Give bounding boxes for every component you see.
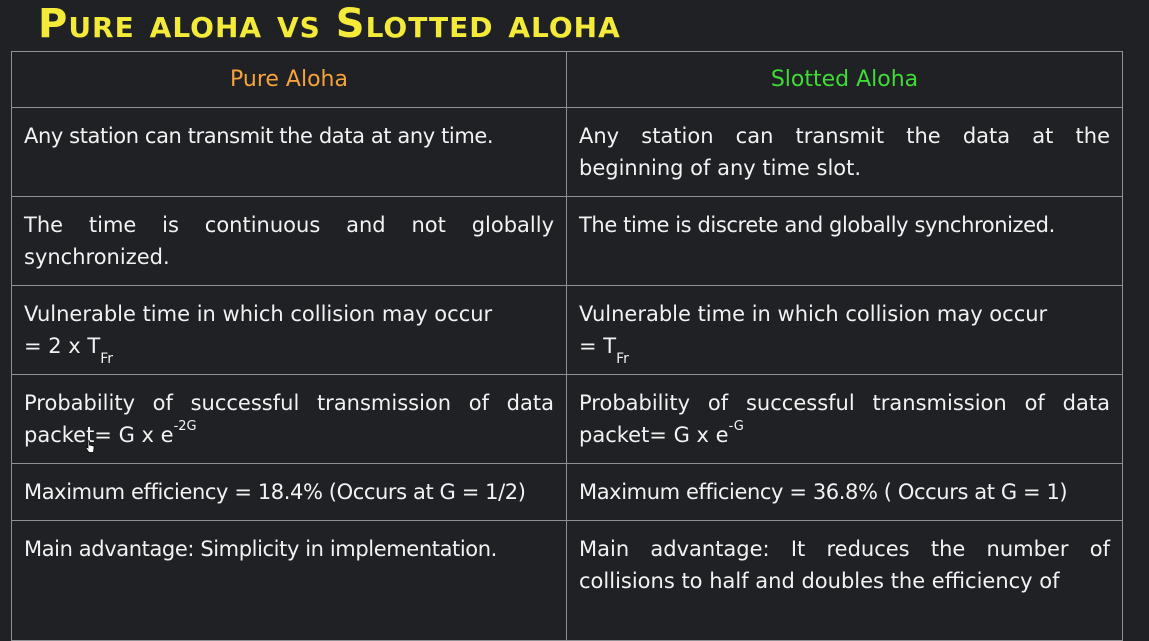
pure-vulnerable-line2: = 2 x TFr bbox=[24, 330, 554, 366]
slotted-time-cell: The time is discrete and globally synchr… bbox=[566, 196, 1123, 286]
table-row: Any station can transmit the data at any… bbox=[11, 107, 1123, 197]
table-row: Probability of successful transmission o… bbox=[11, 374, 1123, 464]
slotted-advantage-cell: Main advantage: It reduces the number of… bbox=[566, 520, 1123, 641]
comparison-table: Pure Aloha Slotted Aloha Any station can… bbox=[11, 51, 1123, 641]
pure-time-cell: The time is continuous and not globally … bbox=[11, 196, 567, 286]
slotted-vulnerable-cell: Vulnerable time in which collision may o… bbox=[566, 285, 1123, 375]
slotted-vulnerable-line1: Vulnerable time in which collision may o… bbox=[579, 302, 1048, 326]
slotted-aloha-header: Slotted Aloha bbox=[566, 51, 1123, 108]
header-row: Pure Aloha Slotted Aloha bbox=[11, 51, 1123, 108]
slotted-vulnerable-subscript: Fr bbox=[616, 351, 629, 367]
pure-efficiency-cell: Maximum efficiency = 18.4% (Occurs at G … bbox=[11, 463, 567, 521]
slotted-efficiency-cell: Maximum efficiency = 36.8% ( Occurs at G… bbox=[566, 463, 1123, 521]
hand-cursor-icon bbox=[85, 440, 95, 453]
table-row: Vulnerable time in which collision may o… bbox=[11, 285, 1123, 375]
pure-probability-cell: Probability of successful transmission o… bbox=[11, 374, 567, 464]
pure-vulnerable-formula: = 2 x T bbox=[24, 334, 101, 358]
slotted-transmission-cell: Any station can transmit the data at the… bbox=[566, 107, 1123, 197]
slotted-probability-text: Probability of successful transmission o… bbox=[579, 391, 1110, 447]
slotted-probability-cell: Probability of successful transmission o… bbox=[566, 374, 1123, 464]
pure-transmission-cell: Any station can transmit the data at any… bbox=[11, 107, 567, 197]
table-row: Main advantage: Simplicity in implementa… bbox=[11, 520, 1123, 641]
pure-vulnerable-line1: Vulnerable time in which collision may o… bbox=[24, 302, 493, 326]
table-row: Maximum efficiency = 18.4% (Occurs at G … bbox=[11, 463, 1123, 521]
table-row: The time is continuous and not globally … bbox=[11, 196, 1123, 286]
pure-vulnerable-subscript: Fr bbox=[100, 351, 114, 367]
slide-title: Pure aloha vs Slotted aloha bbox=[38, 1, 621, 47]
pure-advantage-cell: Main advantage: Simplicity in implementa… bbox=[11, 520, 567, 641]
pure-vulnerable-cell: Vulnerable time in which collision may o… bbox=[11, 285, 567, 375]
slotted-probability-exponent: -G bbox=[728, 419, 744, 434]
pure-probability-exponent: -2G bbox=[173, 419, 197, 434]
pure-aloha-header: Pure Aloha bbox=[11, 51, 567, 108]
slotted-vulnerable-line2: = TFr bbox=[579, 330, 1110, 366]
slotted-vulnerable-formula: = T bbox=[579, 334, 617, 358]
pure-probability-text: Probability of successful transmission o… bbox=[24, 391, 554, 447]
